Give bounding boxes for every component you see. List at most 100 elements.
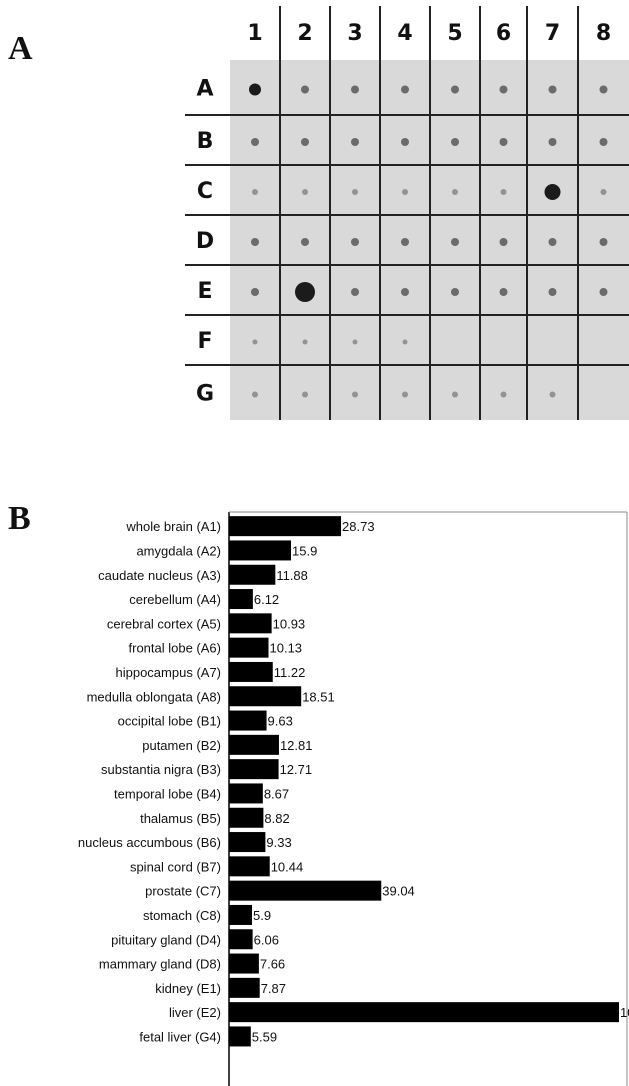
blot-spot <box>548 138 557 146</box>
category-label: mammary gland (D8) <box>99 957 221 972</box>
value-label: 15.9 <box>292 543 317 558</box>
category-label: frontal lobe (A6) <box>129 641 222 656</box>
column-label: 1 <box>247 21 262 46</box>
blot-spot <box>599 238 608 246</box>
bar <box>229 613 272 634</box>
value-label: 10.93 <box>273 616 306 631</box>
value-label: 11.22 <box>274 665 306 680</box>
row-label: G <box>196 382 214 407</box>
blot-spot <box>500 189 507 195</box>
value-label: 9.63 <box>268 714 293 729</box>
blot-spot <box>499 85 508 94</box>
value-label: 28.73 <box>342 519 375 534</box>
category-label: putamen (B2) <box>142 738 221 753</box>
blot-spot <box>548 85 557 94</box>
blot-spot <box>252 339 258 345</box>
category-label: spinal cord (B7) <box>130 859 221 874</box>
value-label: 6.06 <box>254 932 279 947</box>
category-label: pituitary gland (D4) <box>111 932 221 947</box>
bar <box>229 540 292 561</box>
value-label: 5.9 <box>253 908 271 923</box>
blot-spot <box>301 238 309 246</box>
bar <box>229 759 279 780</box>
category-label: temporal lobe (B4) <box>114 786 221 801</box>
value-label: 12.71 <box>280 762 313 777</box>
blot-spot <box>451 85 459 94</box>
column-label: 8 <box>596 21 611 46</box>
blot-spot <box>302 189 308 195</box>
bar <box>229 832 266 853</box>
value-label: 8.67 <box>264 786 289 801</box>
value-label: 100 <box>620 1005 629 1020</box>
blot-spot <box>402 391 408 398</box>
category-label: thalamus (B5) <box>140 811 221 826</box>
blot-spot <box>351 288 359 296</box>
category-label: cerebral cortex (A5) <box>107 616 221 631</box>
bar <box>229 564 276 585</box>
bar <box>229 856 270 877</box>
panel-b-label: B <box>8 500 31 537</box>
bar <box>229 929 253 950</box>
category-label: kidney (E1) <box>155 981 221 996</box>
blot-spot <box>452 189 458 195</box>
blot-spot <box>301 85 309 94</box>
row-label: E <box>197 279 212 304</box>
blot-spot <box>402 339 408 345</box>
bar <box>229 710 267 731</box>
category-label: hippocampus (A7) <box>116 665 222 680</box>
value-label: 5.59 <box>252 1029 277 1044</box>
blot-spot <box>249 83 261 96</box>
category-label: substantia nigra (B3) <box>101 762 221 777</box>
bar <box>229 977 260 998</box>
value-label: 11.88 <box>276 568 308 583</box>
expression-bar-chart: whole brain (A1) 28.73 amygdala (A2) 15.9 ca… <box>78 511 629 1086</box>
blot-spot <box>251 138 259 146</box>
column-label: 3 <box>347 21 362 46</box>
blot-spot <box>451 138 459 146</box>
blot-spot <box>549 391 556 398</box>
panel-a-label: A <box>8 30 33 67</box>
column-label: 6 <box>496 21 511 46</box>
category-label: amygdala (A2) <box>136 543 221 558</box>
blot-spot <box>499 288 508 296</box>
blot-spot <box>499 238 508 246</box>
row-label: D <box>196 229 214 254</box>
bar <box>229 904 253 925</box>
category-label: caudate nucleus (A3) <box>98 568 221 583</box>
bar <box>229 661 273 682</box>
blot-spot <box>352 391 358 398</box>
value-label: 6.12 <box>254 592 279 607</box>
blot-spot <box>599 288 608 296</box>
category-label: prostate (C7) <box>145 884 221 899</box>
category-label: medulla oblongata (A8) <box>87 689 221 704</box>
column-label: 5 <box>447 21 462 46</box>
category-label: occipital lobe (B1) <box>118 714 221 729</box>
blot-spot <box>302 339 308 345</box>
value-label: 9.33 <box>266 835 291 850</box>
blot-spot <box>548 238 557 246</box>
blot-spot <box>544 184 561 200</box>
column-label: 7 <box>545 21 560 46</box>
blot-spot <box>352 189 358 195</box>
value-label: 18.51 <box>302 689 335 704</box>
category-label: fetal liver (G4) <box>139 1029 221 1044</box>
blot-spot <box>451 238 459 246</box>
blot-spot <box>548 288 557 296</box>
bar <box>229 1026 251 1047</box>
blot-spot <box>302 391 308 398</box>
category-label: cerebellum (A4) <box>129 592 221 607</box>
blot-spot <box>251 238 259 246</box>
column-label: 4 <box>397 21 412 46</box>
blot-spot <box>252 189 258 195</box>
bar <box>229 880 382 901</box>
blot-spot <box>401 288 409 296</box>
blot-spot <box>402 189 408 195</box>
bar <box>229 807 264 828</box>
blot-spot <box>401 138 409 146</box>
bar <box>229 516 342 537</box>
bar <box>229 783 263 804</box>
value-label: 7.87 <box>261 981 286 996</box>
value-label: 8.82 <box>264 811 289 826</box>
value-label: 12.81 <box>280 738 313 753</box>
bar <box>229 589 253 610</box>
